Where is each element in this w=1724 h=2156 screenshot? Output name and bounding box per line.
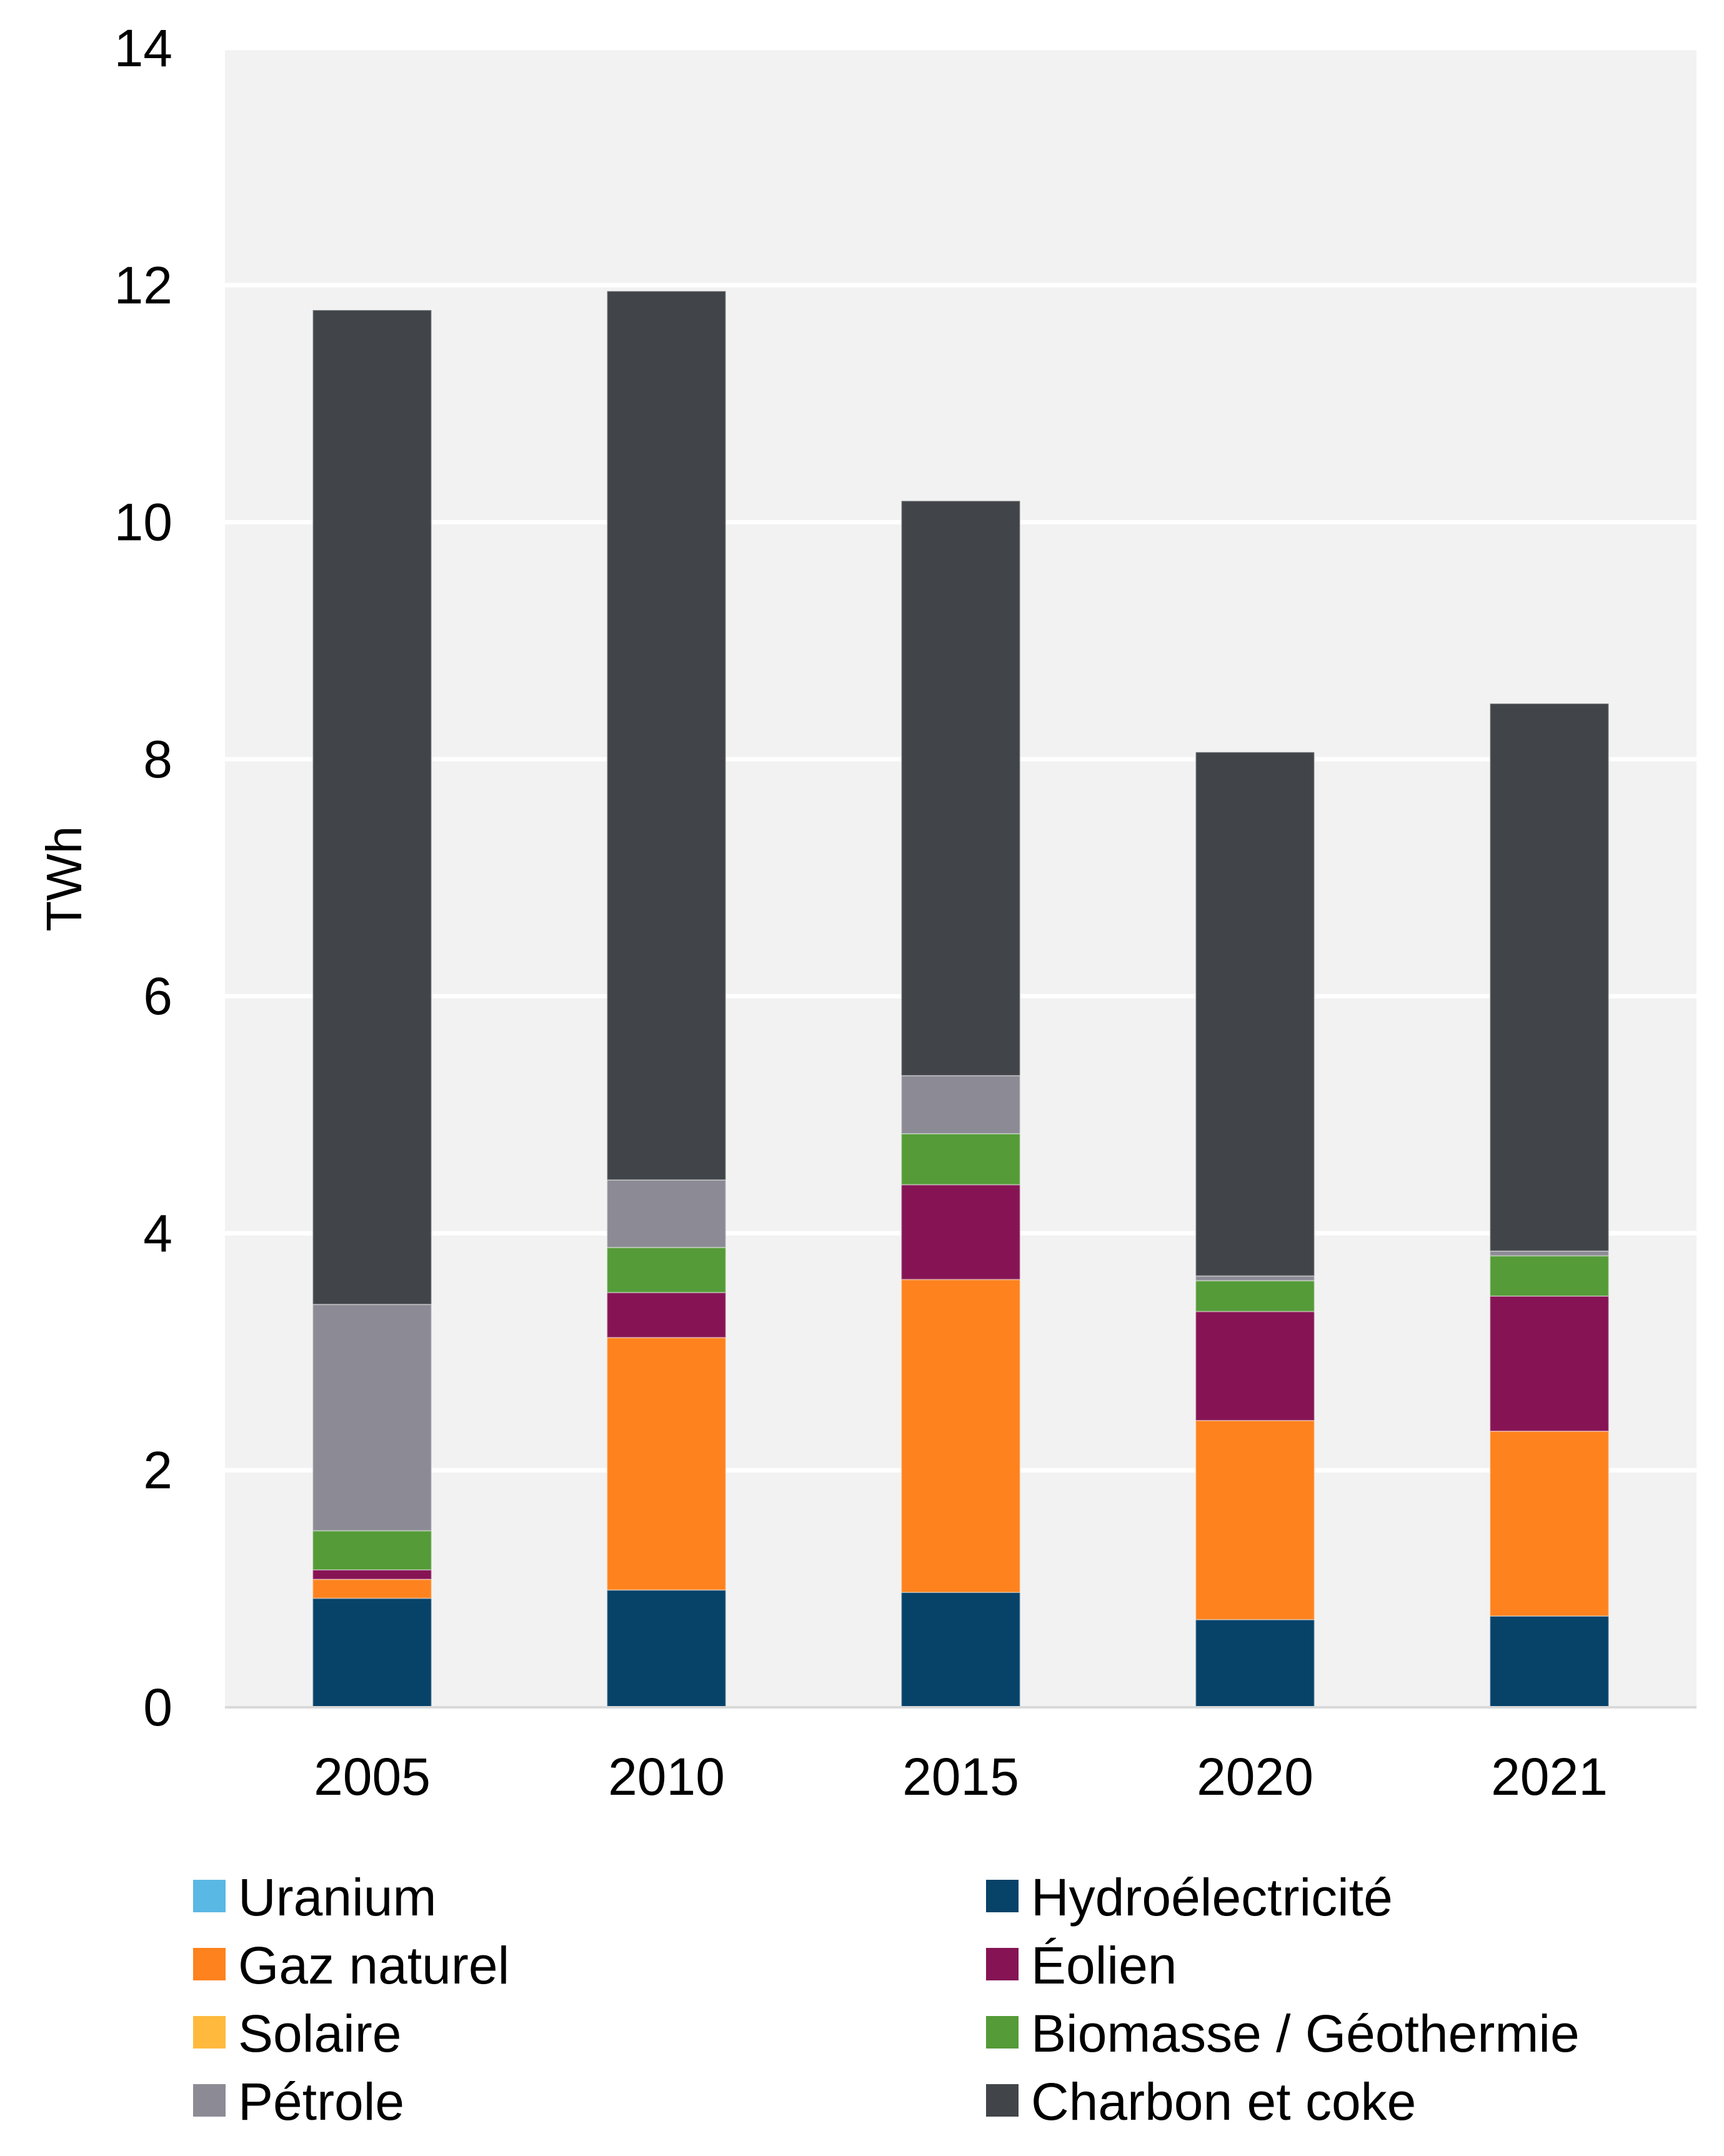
bar-segment	[312, 1579, 432, 1599]
y-tick-label: 4	[143, 1204, 172, 1262]
legend-label: Uranium	[238, 1868, 436, 1927]
bar-segment	[900, 1133, 1021, 1185]
bar-segment	[312, 1304, 432, 1532]
legend-item: Éolien	[986, 1936, 1177, 1995]
legend-swatch	[986, 1880, 1019, 1912]
bar-segment	[1195, 1280, 1315, 1312]
bar-segment	[312, 1530, 432, 1571]
bar-segment	[1489, 1255, 1610, 1297]
x-tick-label: 2020	[1197, 1747, 1313, 1806]
bar-segment	[606, 290, 727, 1181]
bar-segment	[900, 1184, 1021, 1280]
bar-segment	[312, 1597, 432, 1708]
legend-label: Biomasse / Géothermie	[1031, 2004, 1580, 2063]
bar-segment	[1489, 1615, 1610, 1709]
bar-segment	[606, 1337, 727, 1591]
y-tick-label: 8	[143, 730, 172, 789]
legend-label: Éolien	[1031, 1936, 1177, 1995]
legend-swatch	[193, 1948, 226, 1980]
legend-swatch	[986, 1948, 1019, 1980]
bar-segment	[1195, 751, 1315, 1277]
legend-label: Pétrole	[238, 2072, 404, 2131]
bar-segment	[900, 1075, 1021, 1135]
bar-segment	[1489, 1250, 1610, 1257]
x-tick-label: 2015	[902, 1747, 1019, 1806]
x-tick-label: 2005	[314, 1747, 431, 1806]
y-tick-label: 0	[143, 1678, 172, 1737]
legend-item: Gaz naturel	[193, 1936, 509, 1995]
bar-segment	[606, 1292, 727, 1339]
bar-segment	[1489, 1430, 1610, 1617]
bar-segment	[900, 500, 1021, 1077]
y-tick-label: 6	[143, 967, 172, 1026]
bar-segment	[1195, 1420, 1315, 1620]
legend-swatch	[193, 2016, 226, 2049]
y-tick-label: 14	[114, 19, 172, 77]
bar-segment	[312, 1569, 432, 1580]
legend-swatch	[986, 2084, 1019, 2117]
legend-item: Charbon et coke	[986, 2072, 1416, 2131]
bar-segment	[900, 1279, 1021, 1594]
legend-label: Solaire	[238, 2004, 401, 2063]
bar-segment	[606, 1247, 727, 1294]
legend-item: Biomasse / Géothermie	[986, 2004, 1580, 2063]
legend-swatch	[193, 2084, 226, 2117]
legend-label: Charbon et coke	[1031, 2072, 1416, 2131]
bar-segment	[1489, 1295, 1610, 1432]
bar-segment	[606, 1179, 727, 1249]
legend-item: Solaire	[193, 2004, 401, 2063]
y-axis-label: TWh	[36, 826, 92, 932]
legend-item: Pétrole	[193, 2072, 404, 2131]
x-tick-label: 2021	[1491, 1747, 1608, 1806]
y-tick-label: 2	[143, 1441, 172, 1500]
y-tick-label: 10	[114, 493, 172, 552]
bar-segment	[312, 309, 432, 1305]
bar-segment	[1195, 1619, 1315, 1709]
legend-swatch	[193, 1880, 226, 1912]
x-tick-label: 2010	[608, 1747, 725, 1806]
bar-segment	[1195, 1310, 1315, 1422]
bar-segment	[900, 1592, 1021, 1708]
bar-segment	[1489, 702, 1610, 1252]
y-tick-label: 12	[114, 256, 172, 314]
legend-item: Uranium	[193, 1868, 436, 1927]
legend-label: Gaz naturel	[238, 1936, 509, 1995]
legend-item: Hydroélectricité	[986, 1868, 1393, 1927]
bar-segment	[1195, 1275, 1315, 1282]
legend-swatch	[986, 2016, 1019, 2049]
legend-label: Hydroélectricité	[1031, 1868, 1393, 1927]
bar-segment	[606, 1589, 727, 1709]
